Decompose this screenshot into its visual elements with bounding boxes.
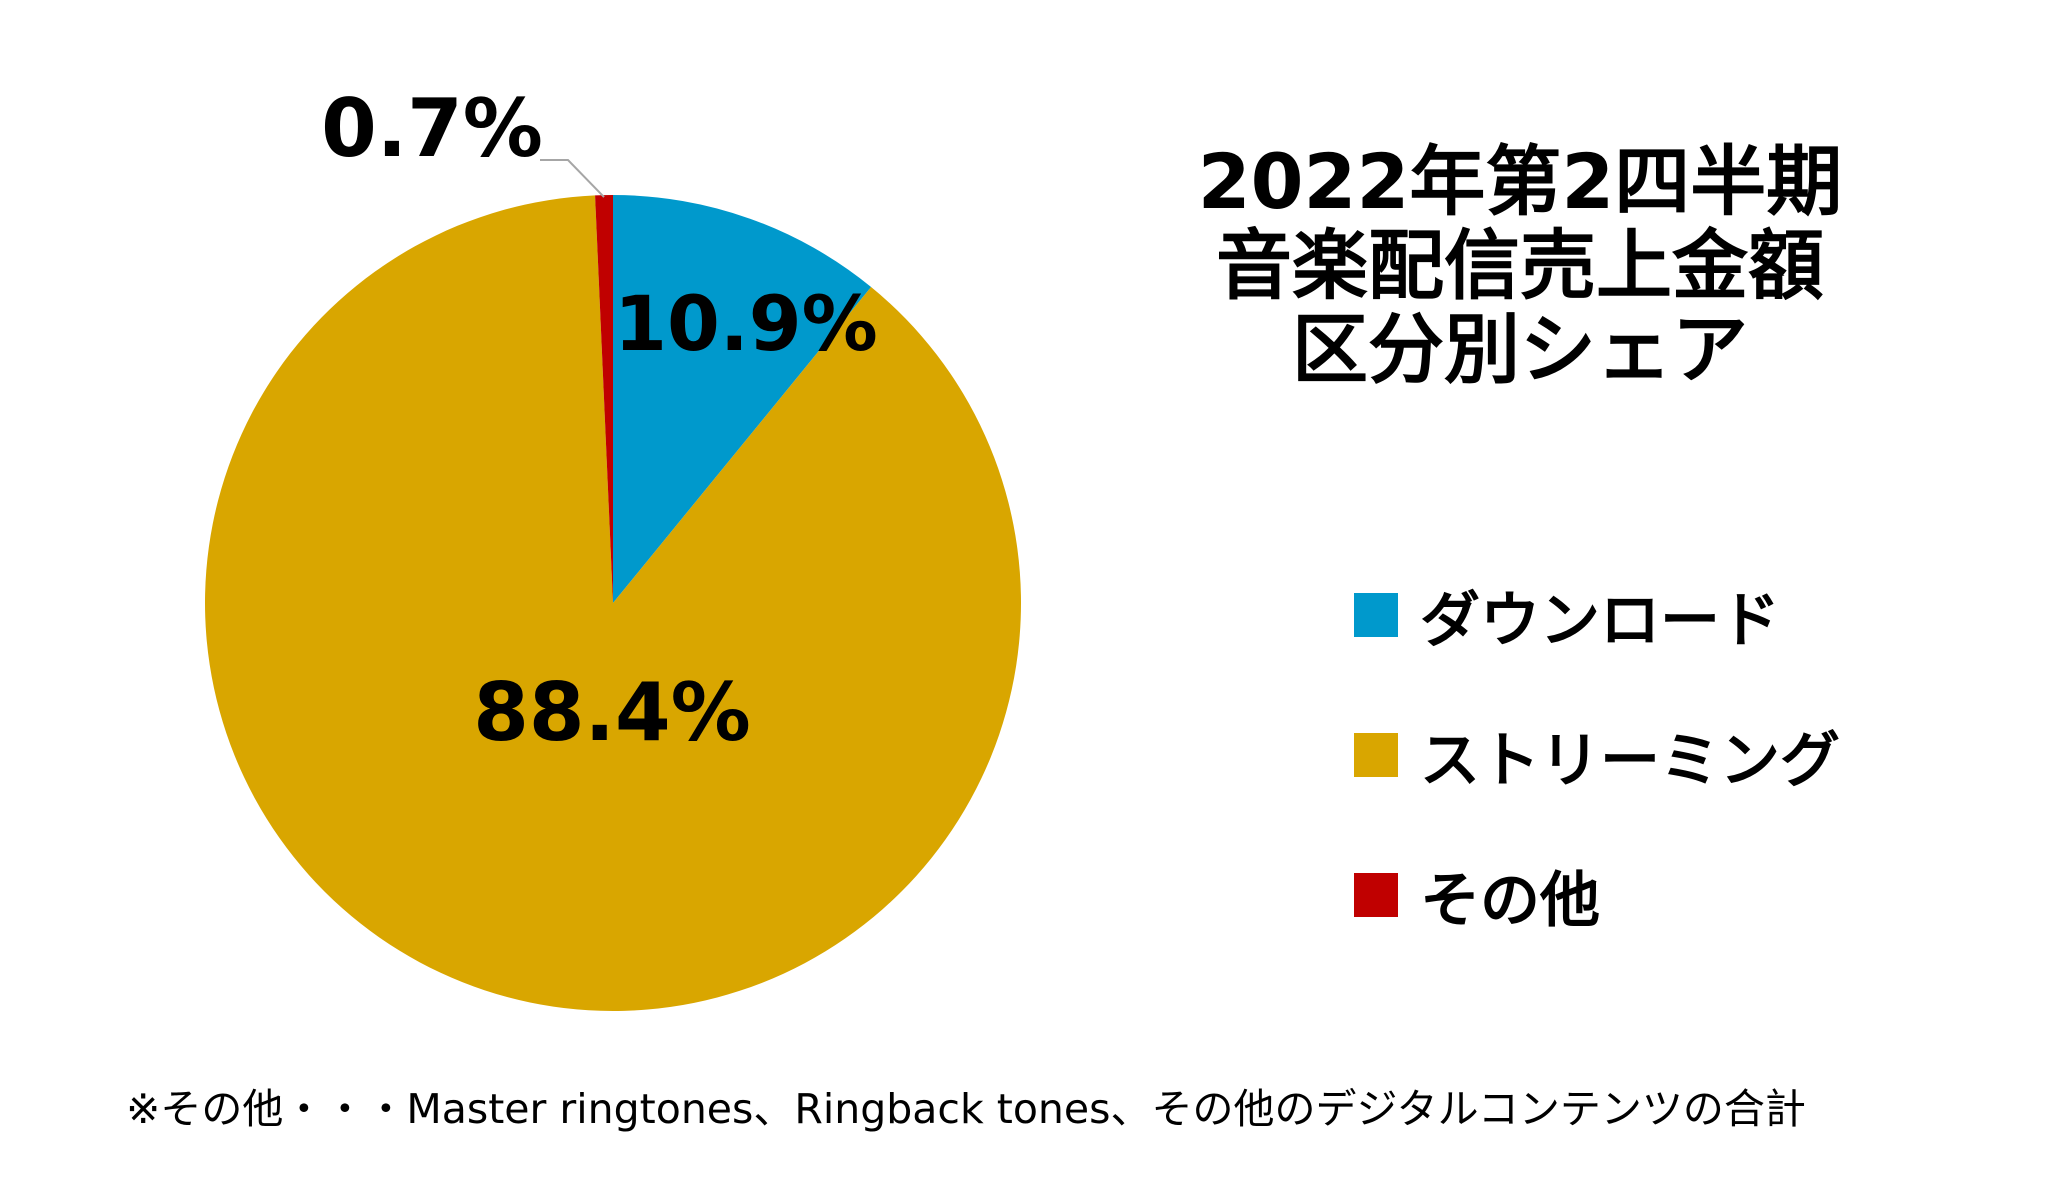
legend-item-other: その他 [1354, 860, 1840, 936]
chart-title-line-3: 区分別シェア [1292, 305, 1748, 394]
data-label-streaming: 88.4% [473, 666, 751, 759]
legend-label-download: ダウンロード [1420, 585, 1780, 656]
legend-label-streaming: ストリーミング [1420, 725, 1840, 796]
legend-swatch-download [1354, 593, 1398, 637]
footnote: ※その他・・・Master ringtones、Ringback tones、そ… [126, 1085, 1806, 1133]
data-label-other: 0.7% [321, 82, 543, 175]
pie-slice-download [613, 195, 872, 603]
chart-title: 2022年第2四半期 音楽配信売上金額 区分別シェア [1080, 140, 1960, 392]
chart-legend: ダウンロード ストリーミング その他 [1354, 580, 1840, 1000]
legend-swatch-other [1354, 873, 1398, 917]
legend-item-download: ダウンロード [1354, 580, 1840, 656]
data-labels: 10.9% 88.4% 0.7% [321, 82, 878, 759]
pie-slice-streaming [205, 195, 1022, 1012]
chart-title-line-2: 音楽配信売上金額 [1216, 221, 1824, 310]
chart-title-line-1: 2022年第2四半期 [1197, 137, 1843, 226]
legend-item-streaming: ストリーミング [1354, 720, 1840, 796]
leader-line-other [540, 159, 605, 198]
data-label-download: 10.9% [614, 279, 878, 368]
legend-swatch-streaming [1354, 733, 1398, 777]
pie-slices [205, 195, 1022, 1012]
pie-slice-other [595, 195, 613, 603]
leader-lines [540, 159, 605, 198]
legend-label-other: その他 [1420, 865, 1600, 936]
